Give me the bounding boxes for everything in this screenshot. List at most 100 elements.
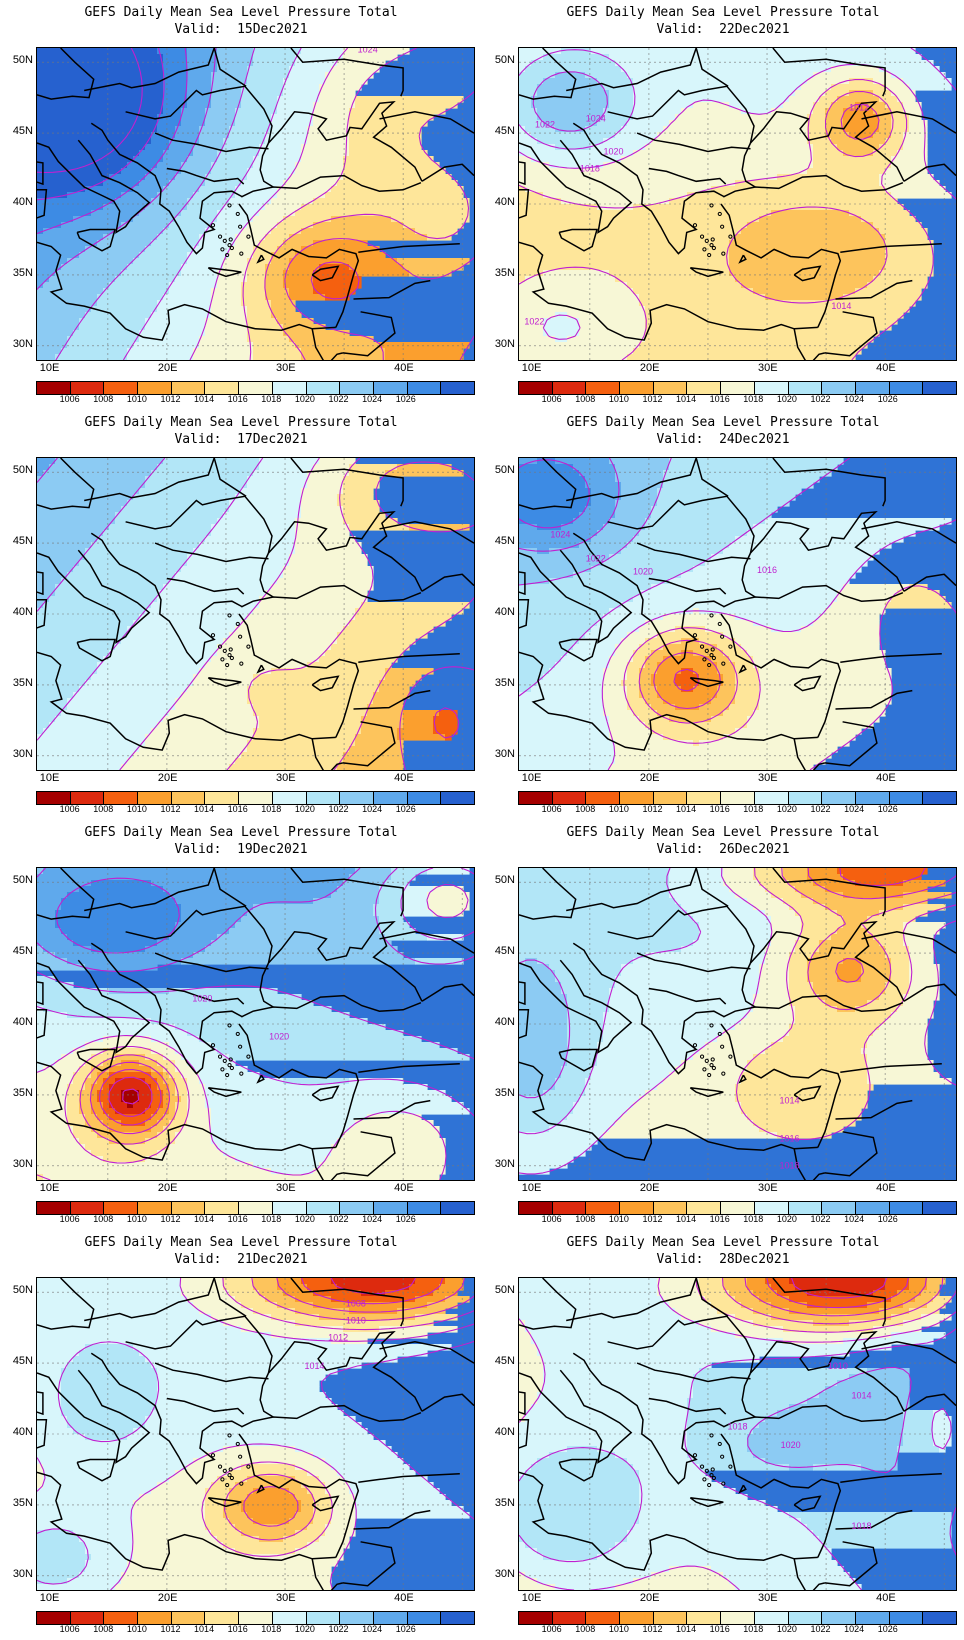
coastline xyxy=(379,111,474,134)
island xyxy=(225,1072,230,1078)
island xyxy=(235,211,240,217)
colorbar-label: 1018 xyxy=(261,1214,282,1224)
coastline xyxy=(166,1397,245,1415)
colorbar-label: 1024 xyxy=(844,1624,865,1634)
island xyxy=(702,1477,707,1482)
colorbar-swatch xyxy=(69,1202,104,1214)
colorbar-label: 1020 xyxy=(776,1624,797,1634)
island xyxy=(246,1464,251,1469)
coastline xyxy=(267,510,423,592)
coastline xyxy=(125,905,273,964)
colorbar-swatch xyxy=(854,382,889,394)
coastline xyxy=(311,328,344,360)
coastline xyxy=(207,1087,242,1098)
colorbar-label: 1014 xyxy=(676,394,697,404)
map-svg: 1024 1022 1020 1016 xyxy=(519,458,956,770)
coastline xyxy=(824,1131,878,1177)
colorbar-swatch xyxy=(753,382,788,394)
latitude-label: 35N xyxy=(12,1496,33,1509)
colorbar-swatch xyxy=(406,382,441,394)
coastline xyxy=(76,638,116,662)
coastline xyxy=(519,161,526,186)
colorbar-label: 1012 xyxy=(642,804,663,814)
coastlines xyxy=(519,868,956,1180)
coastline xyxy=(76,228,116,252)
latitude-label: 35N xyxy=(12,676,33,689)
coastline xyxy=(259,142,274,188)
latitude-label: 50N xyxy=(494,874,515,887)
colorbar-swatch xyxy=(103,1612,138,1624)
longitude-label: 40E xyxy=(394,362,414,374)
coastline xyxy=(240,174,422,198)
colorbar-label: 1026 xyxy=(877,1214,898,1224)
longitude-label: 30E xyxy=(758,1592,778,1604)
island xyxy=(711,245,716,251)
isobar-path xyxy=(37,868,474,1180)
colorbar-swatch xyxy=(619,382,653,394)
map-panel: GEFS Daily Mean Sea Level Pressure Total… xyxy=(482,820,964,1230)
coastline xyxy=(207,677,242,688)
coastline xyxy=(207,1497,242,1508)
colorbar xyxy=(36,791,475,805)
island xyxy=(228,237,233,242)
colorbar-label: 1014 xyxy=(676,1214,697,1224)
latitude-label: 40N xyxy=(12,606,33,618)
colorbar xyxy=(518,1201,957,1215)
island xyxy=(709,1473,714,1478)
colorbar-swatch xyxy=(585,792,620,804)
colorbar-swatch xyxy=(69,792,104,804)
colorbar-swatch xyxy=(686,382,721,394)
colorbar xyxy=(36,1611,475,1625)
island xyxy=(239,1071,244,1076)
colorbar-label: 1010 xyxy=(126,394,147,404)
island xyxy=(238,1454,243,1459)
colorbar-swatch xyxy=(821,1202,855,1214)
colorbar-label: 1020 xyxy=(294,804,315,814)
coastline xyxy=(519,1419,530,1449)
colorbar-label: 1024 xyxy=(362,1214,383,1224)
colorbar-swatch xyxy=(137,1612,171,1624)
map-svg: 1020 1020 xyxy=(37,868,474,1180)
coastline xyxy=(793,1558,826,1590)
coastline xyxy=(749,510,905,592)
latitude-label: 30N xyxy=(12,337,33,350)
coastline xyxy=(519,868,577,920)
isobar-path xyxy=(37,48,474,360)
latitude-label: 50N xyxy=(12,54,33,67)
coastline xyxy=(37,458,95,510)
coastline xyxy=(720,1433,842,1558)
colorbar-label: 1010 xyxy=(126,1214,147,1224)
valid-date: Valid: 21Dec2021 xyxy=(174,1252,308,1267)
latitude-label: 40N xyxy=(494,1016,515,1028)
coastline xyxy=(636,132,751,153)
latitude-label: 30N xyxy=(12,747,33,760)
latitude-label: 45N xyxy=(12,535,33,548)
colorbar-swatch xyxy=(888,1202,923,1214)
colorbar-label: 1022 xyxy=(328,394,349,404)
panel-title: GEFS Daily Mean Sea Level Pressure Total xyxy=(566,1235,880,1250)
island xyxy=(210,1043,216,1048)
island xyxy=(225,1482,230,1488)
colorbar-swatch xyxy=(551,1202,586,1214)
colorbar-swatch xyxy=(339,1202,373,1214)
colorbar-swatch xyxy=(372,1202,407,1214)
colorbar-label: 1018 xyxy=(261,394,282,404)
longitude-label: 20E xyxy=(157,772,178,784)
longitude-label: 10E xyxy=(521,1182,542,1194)
coastline xyxy=(558,1458,598,1482)
coastline xyxy=(256,664,265,674)
colorbar-swatch xyxy=(519,1612,552,1624)
coastline xyxy=(358,652,460,663)
graticule xyxy=(37,48,474,360)
longitude-label: 10E xyxy=(39,1182,60,1194)
colorbar-label: 1018 xyxy=(743,1214,764,1224)
coastline xyxy=(722,994,904,1018)
coastline xyxy=(566,48,697,92)
latitude-label: 40N xyxy=(494,196,515,208)
coastline xyxy=(379,931,474,954)
map-svg xyxy=(37,458,474,770)
coastline xyxy=(256,254,265,264)
coastline xyxy=(519,981,526,1006)
map-panel: GEFS Daily Mean Sea Level Pressure Total… xyxy=(0,820,482,1230)
